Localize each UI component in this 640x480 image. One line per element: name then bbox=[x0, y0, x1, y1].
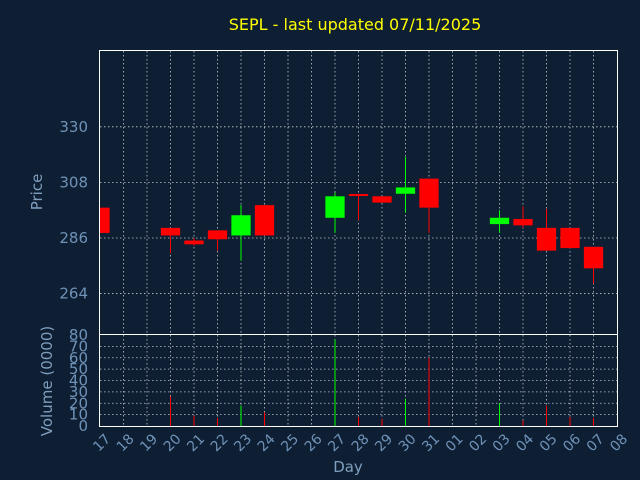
x-axis-label: Day bbox=[333, 458, 363, 476]
x-tick-label: 04 bbox=[513, 431, 537, 455]
candle-body bbox=[254, 205, 275, 236]
x-tick-label: 03 bbox=[490, 431, 514, 455]
x-tick-label: 20 bbox=[161, 431, 185, 455]
candle-body bbox=[325, 196, 345, 218]
x-tick-label: 25 bbox=[278, 431, 302, 455]
candle-body bbox=[184, 240, 204, 245]
candle-body bbox=[489, 217, 510, 225]
price-tick-label: 264 bbox=[59, 285, 88, 303]
x-tick-label: 21 bbox=[184, 431, 208, 455]
candle-body bbox=[207, 230, 228, 240]
candle-body bbox=[100, 207, 110, 233]
candle-body bbox=[560, 227, 580, 249]
candle-body bbox=[231, 215, 251, 236]
x-tick-label: 18 bbox=[114, 431, 138, 455]
candle-body bbox=[395, 187, 416, 194]
x-tick-label: 05 bbox=[537, 431, 561, 455]
volume-tick-label: 50 bbox=[69, 360, 88, 378]
price-axis-label: Price bbox=[28, 174, 46, 211]
candle-body bbox=[536, 227, 557, 251]
x-tick-label: 28 bbox=[349, 431, 373, 455]
volume-panel-frame bbox=[99, 334, 618, 427]
x-tick-label: 06 bbox=[560, 431, 584, 455]
x-tick-label: 02 bbox=[466, 431, 490, 455]
price-tick-label: 308 bbox=[59, 173, 88, 191]
candle-body bbox=[419, 178, 439, 208]
x-tick-label: 30 bbox=[396, 431, 420, 455]
volume-tick-label: 70 bbox=[69, 337, 88, 355]
price-grid bbox=[100, 51, 617, 334]
volume-tick-label: 60 bbox=[69, 349, 88, 367]
x-tick-label: 26 bbox=[302, 431, 326, 455]
price-tick-label: 286 bbox=[59, 229, 88, 247]
x-tick-label: 01 bbox=[443, 431, 467, 455]
candle-body bbox=[372, 196, 392, 203]
candle-body bbox=[513, 219, 533, 226]
chart-title: SEPL - last updated 07/11/2025 bbox=[229, 15, 482, 34]
volume-grid bbox=[100, 335, 617, 426]
x-tick-label: 29 bbox=[372, 431, 396, 455]
volume-axis-label: Volume (0000) bbox=[38, 326, 56, 436]
volume-tick-label: 0 bbox=[78, 417, 88, 435]
x-tick-label: 07 bbox=[584, 431, 608, 455]
x-tick-label: 19 bbox=[137, 431, 161, 455]
candle-body bbox=[160, 227, 181, 236]
volume-tick-label: 20 bbox=[69, 394, 88, 412]
volume-tick-label: 10 bbox=[69, 406, 88, 424]
candle-body bbox=[583, 246, 604, 269]
volume-tick-label: 30 bbox=[69, 383, 88, 401]
x-tick-label: 27 bbox=[325, 431, 349, 455]
x-tick-label: 22 bbox=[208, 431, 232, 455]
candle-body bbox=[348, 194, 369, 197]
volume-bars bbox=[170, 339, 594, 426]
x-tick-label: 17 bbox=[90, 431, 114, 455]
volume-tick-label: 40 bbox=[69, 372, 88, 390]
x-axis-ticks: 17 18 19 20 21 22 23 24 25 26 27 28 29 30 31 01 02 03 04 05… bbox=[90, 431, 631, 455]
candles bbox=[99, 157, 604, 284]
x-tick-label: 24 bbox=[255, 431, 279, 455]
x-tick-label: 23 bbox=[231, 431, 255, 455]
price-tick-label: 330 bbox=[59, 118, 88, 136]
x-tick-label: 08 bbox=[607, 431, 631, 455]
x-tick-label: 31 bbox=[419, 431, 443, 455]
price-y-ticks: 264 286 308 330 bbox=[59, 118, 88, 303]
volume-tick-label: 80 bbox=[69, 326, 88, 344]
